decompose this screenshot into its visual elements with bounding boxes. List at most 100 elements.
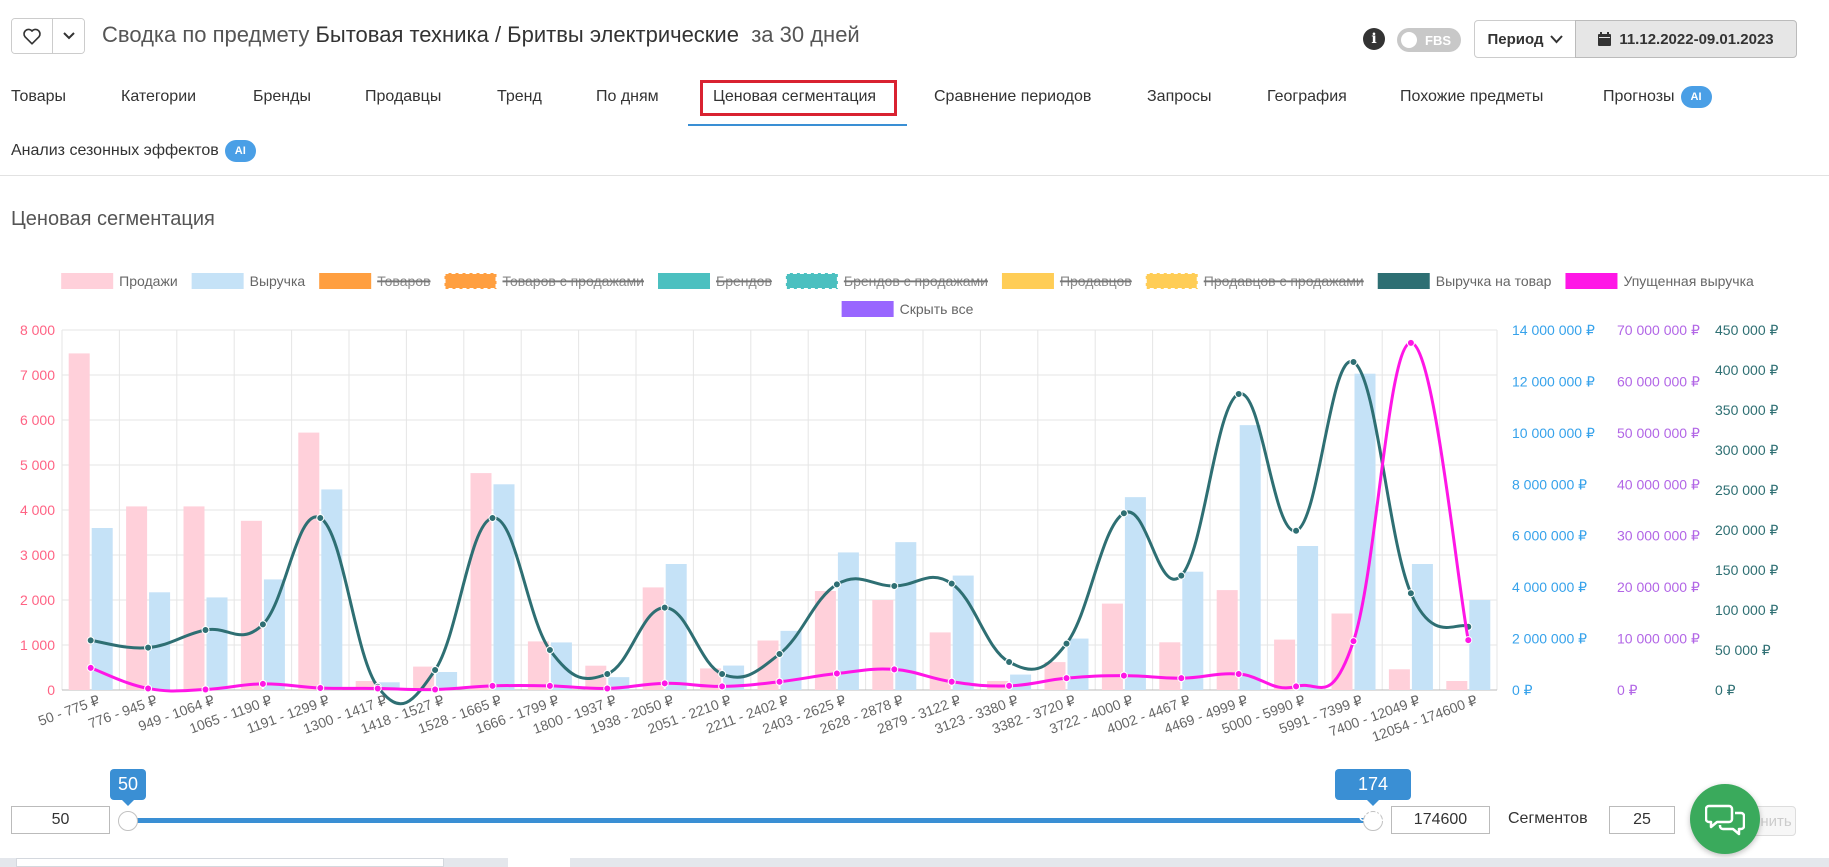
revenue-per-product-point[interactable] bbox=[545, 646, 554, 654]
tab-11[interactable]: Прогнозы AI bbox=[1603, 86, 1712, 108]
revenue-per-product-point[interactable] bbox=[1177, 571, 1186, 580]
sales-bar[interactable] bbox=[1446, 681, 1468, 690]
revenue-bar[interactable] bbox=[1067, 638, 1089, 690]
lost-revenue-point[interactable] bbox=[1349, 637, 1358, 646]
lost-revenue-point[interactable] bbox=[431, 685, 440, 694]
legend-swatch[interactable] bbox=[319, 273, 372, 289]
lost-revenue-point[interactable] bbox=[201, 685, 210, 694]
lost-revenue-point[interactable] bbox=[832, 669, 841, 678]
revenue-bar[interactable] bbox=[895, 542, 917, 690]
lost-revenue-point[interactable] bbox=[144, 684, 153, 693]
revenue-bar[interactable] bbox=[1411, 564, 1433, 690]
sales-bar[interactable] bbox=[1388, 669, 1410, 690]
period-dropdown-button[interactable]: Период bbox=[1474, 20, 1576, 58]
revenue-bar[interactable] bbox=[1469, 600, 1491, 690]
revenue-bar[interactable] bbox=[550, 642, 572, 690]
lost-revenue-point[interactable] bbox=[545, 681, 554, 690]
price-range-min-handle[interactable] bbox=[118, 811, 138, 831]
legend-swatch[interactable] bbox=[784, 272, 839, 290]
tab-6[interactable]: Ценовая сегментация bbox=[713, 86, 876, 108]
revenue-per-product-point[interactable] bbox=[316, 514, 325, 522]
legend-swatch[interactable] bbox=[1565, 273, 1618, 289]
sales-bar[interactable] bbox=[1101, 603, 1123, 690]
revenue-per-product-point[interactable] bbox=[1234, 390, 1243, 398]
revenue-per-product-point[interactable] bbox=[660, 603, 669, 612]
sales-bar[interactable] bbox=[413, 666, 435, 690]
legend-swatch[interactable] bbox=[658, 273, 711, 289]
sales-bar[interactable] bbox=[872, 600, 894, 690]
legend-swatch[interactable] bbox=[191, 273, 244, 289]
revenue-per-product-point[interactable] bbox=[1119, 509, 1128, 518]
revenue-bar[interactable] bbox=[780, 630, 802, 690]
fbs-toggle[interactable]: FBS bbox=[1397, 28, 1461, 52]
favorite-dropdown-button[interactable] bbox=[52, 19, 84, 53]
legend-swatch[interactable] bbox=[61, 273, 114, 289]
revenue-per-product-point[interactable] bbox=[86, 636, 95, 645]
revenue-per-product-point[interactable] bbox=[201, 626, 210, 634]
revenue-per-product-point[interactable] bbox=[144, 643, 153, 652]
sales-bar[interactable] bbox=[1044, 662, 1066, 690]
sales-bar[interactable] bbox=[1331, 613, 1353, 691]
revenue-bar[interactable] bbox=[1297, 546, 1319, 690]
sales-bar[interactable] bbox=[355, 681, 377, 690]
lost-revenue-point[interactable] bbox=[1464, 636, 1473, 645]
legend-swatch[interactable] bbox=[841, 301, 894, 317]
tab-7[interactable]: Сравнение периодов bbox=[934, 86, 1091, 108]
sales-bar[interactable] bbox=[183, 506, 205, 690]
tab-0[interactable]: Товары bbox=[11, 86, 66, 108]
revenue-per-product-point[interactable] bbox=[832, 580, 841, 589]
revenue-bar[interactable] bbox=[493, 484, 515, 690]
sales-bar[interactable] bbox=[929, 632, 951, 690]
legend-swatch[interactable] bbox=[1377, 273, 1430, 289]
revenue-per-product-point[interactable] bbox=[258, 620, 267, 629]
lost-revenue-point[interactable] bbox=[373, 684, 382, 693]
lost-revenue-point[interactable] bbox=[1406, 338, 1415, 347]
lost-revenue-point[interactable] bbox=[890, 665, 899, 674]
sales-bar[interactable] bbox=[527, 641, 549, 690]
lost-revenue-point[interactable] bbox=[1177, 674, 1186, 683]
tab-3[interactable]: Продавцы bbox=[365, 86, 441, 108]
revenue-bar[interactable] bbox=[837, 552, 859, 690]
sales-bar[interactable] bbox=[757, 640, 779, 691]
revenue-per-product-point[interactable] bbox=[890, 582, 899, 590]
segments-input[interactable] bbox=[1609, 806, 1675, 834]
legend-swatch[interactable] bbox=[1144, 272, 1199, 290]
revenue-bar[interactable] bbox=[321, 489, 343, 690]
tab-12[interactable]: Анализ сезонных эффектов AI bbox=[11, 140, 256, 162]
sales-bar[interactable] bbox=[1216, 590, 1238, 690]
revenue-per-product-point[interactable] bbox=[1292, 526, 1301, 535]
tab-4[interactable]: Тренд bbox=[497, 86, 542, 108]
date-range-button[interactable]: 11.12.2022-09.01.2023 bbox=[1575, 20, 1797, 58]
revenue-bar[interactable] bbox=[665, 564, 687, 690]
revenue-per-product-point[interactable] bbox=[1005, 658, 1014, 666]
lost-revenue-point[interactable] bbox=[603, 684, 612, 693]
legend-swatch[interactable] bbox=[1001, 273, 1054, 289]
sales-bar[interactable] bbox=[1159, 642, 1181, 690]
sales-bar[interactable] bbox=[1274, 639, 1296, 690]
lost-revenue-point[interactable] bbox=[718, 682, 727, 691]
revenue-bar[interactable] bbox=[91, 528, 113, 690]
revenue-bar[interactable] bbox=[149, 592, 171, 690]
revenue-per-product-point[interactable] bbox=[947, 579, 956, 588]
revenue-per-product-point[interactable] bbox=[718, 670, 727, 678]
lost-revenue-point[interactable] bbox=[1119, 671, 1128, 680]
info-icon[interactable]: i bbox=[1363, 28, 1385, 50]
revenue-per-product-point[interactable] bbox=[431, 666, 440, 674]
tab-9[interactable]: География bbox=[1267, 86, 1347, 108]
lost-revenue-point[interactable] bbox=[775, 677, 784, 686]
lost-revenue-point[interactable] bbox=[1292, 682, 1301, 691]
lost-revenue-point[interactable] bbox=[1062, 674, 1071, 683]
tab-2[interactable]: Бренды bbox=[253, 86, 311, 108]
revenue-per-product-point[interactable] bbox=[1349, 358, 1358, 366]
sales-bar[interactable] bbox=[68, 353, 90, 690]
legend-swatch[interactable] bbox=[443, 272, 498, 290]
price-range-slider-track[interactable] bbox=[128, 818, 1374, 823]
revenue-per-product-point[interactable] bbox=[1062, 639, 1071, 648]
price-min-input[interactable] bbox=[11, 806, 110, 834]
tab-1[interactable]: Категории bbox=[121, 86, 196, 108]
sales-bar[interactable] bbox=[240, 520, 262, 690]
lost-revenue-point[interactable] bbox=[488, 681, 497, 690]
revenue-per-product-point[interactable] bbox=[603, 670, 612, 678]
revenue-bar[interactable] bbox=[263, 579, 285, 690]
lost-revenue-point[interactable] bbox=[1005, 681, 1014, 690]
